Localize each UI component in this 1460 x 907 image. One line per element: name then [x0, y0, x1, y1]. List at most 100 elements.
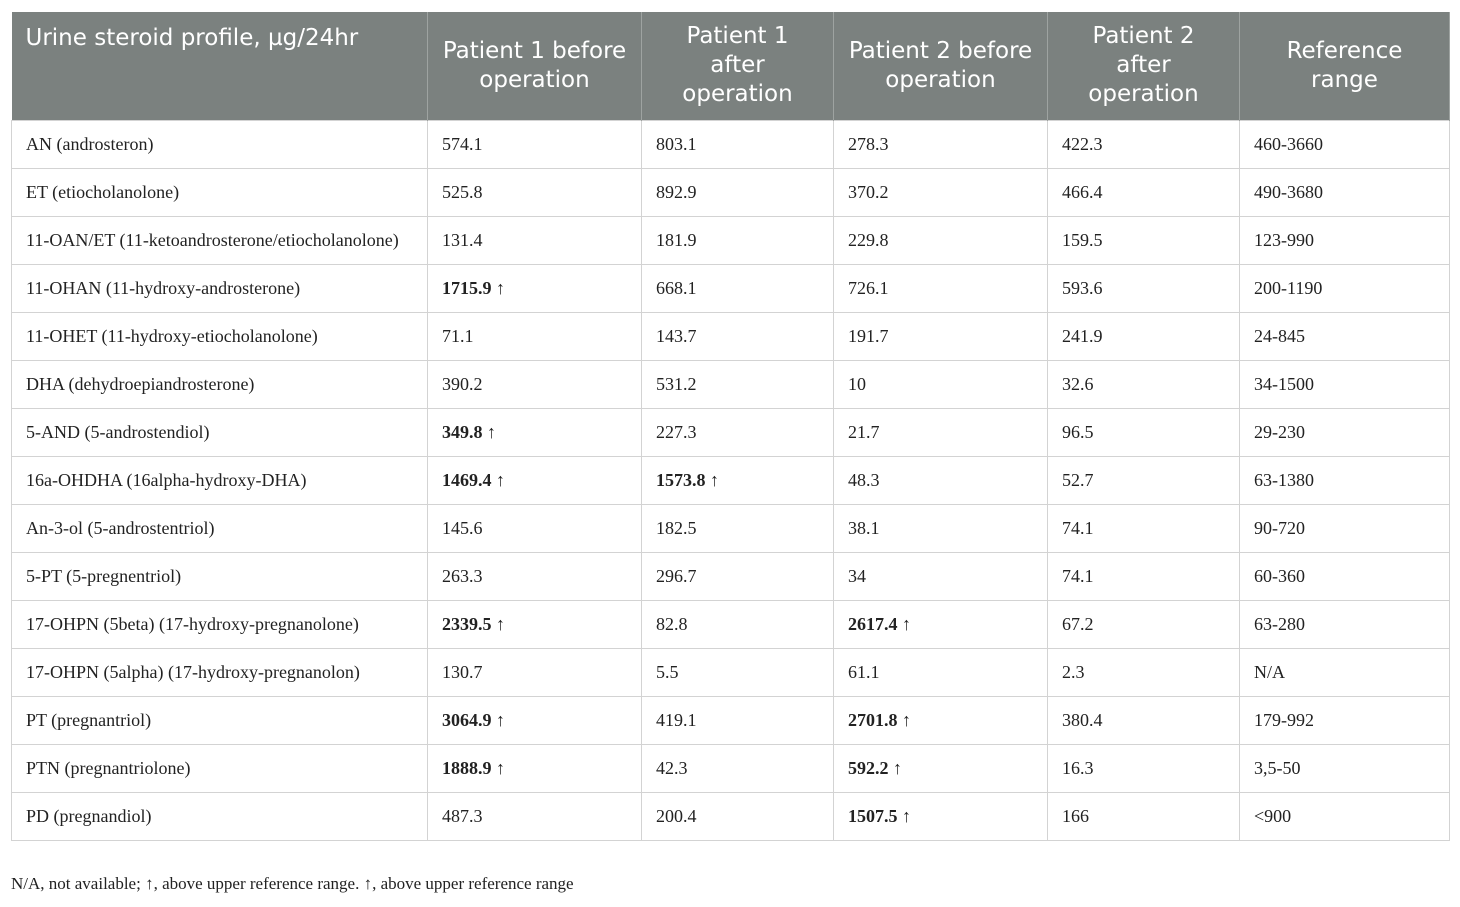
header-row: Urine steroid profile, µg/24hr Patient 1 … [11, 12, 1450, 120]
table-cell: 296.7 [641, 551, 834, 601]
footnote: N/A, not available; ↑, above upper refer… [11, 874, 574, 893]
table-cell: 74.1 [1047, 551, 1240, 601]
table-cell: 2617.4 ↑ [833, 599, 1048, 649]
table-cell: 17-OHPN (5alpha) (17-hydroxy-pregnanolon… [11, 647, 428, 697]
table-row: 5-AND (5-androstendiol) 349.8 ↑ 227.3 21.7 9… [11, 407, 1450, 457]
table-cell: 490-3680 [1239, 167, 1450, 217]
table-cell: 63-1380 [1239, 455, 1450, 505]
table-cell: 143.7 [641, 311, 834, 361]
table-cell: 241.9 [1047, 311, 1240, 361]
table-cell: 17-OHPN (5beta) (17-hydroxy-pregnanolone… [11, 599, 428, 649]
table-cell: 179-992 [1239, 695, 1450, 745]
table-cell: 52.7 [1047, 455, 1240, 505]
table-cell: 419.1 [641, 695, 834, 745]
table-cell: 803.1 [641, 119, 834, 169]
table-cell: 263.3 [427, 551, 642, 601]
table-cell: 74.1 [1047, 503, 1240, 553]
table-cell: 21.7 [833, 407, 1048, 457]
table-cell: 82.8 [641, 599, 834, 649]
table-cell: 159.5 [1047, 215, 1240, 265]
table-cell: 370.2 [833, 167, 1048, 217]
table-cell: 422.3 [1047, 119, 1240, 169]
column-header: Reference range [1239, 12, 1450, 120]
table-cell: 63-280 [1239, 599, 1450, 649]
table-cell: An-3-ol (5-androstentriol) [11, 503, 428, 553]
table-cell: 61.1 [833, 647, 1048, 697]
table-cell: 71.1 [427, 311, 642, 361]
table-cell: 11-OAN/ET (11-ketoandrosterone/etiochola… [11, 215, 428, 265]
table-cell: 200.4 [641, 791, 834, 841]
table-cell: 34 [833, 551, 1048, 601]
table-cell: 48.3 [833, 455, 1048, 505]
table-cell: 5.5 [641, 647, 834, 697]
table-cell: 460-3660 [1239, 119, 1450, 169]
table-cell: 16.3 [1047, 743, 1240, 793]
table-cell: 574.1 [427, 119, 642, 169]
table-cell: 10 [833, 359, 1048, 409]
table-cell: PTN (pregnantriolone) [11, 743, 428, 793]
table-cell: 227.3 [641, 407, 834, 457]
table-cell: 130.7 [427, 647, 642, 697]
table-row: 16a-OHDHA (16alpha-hydroxy-DHA) 1469.4 ↑ 1… [11, 455, 1450, 505]
table-cell: 1469.4 ↑ [427, 455, 642, 505]
table-cell: 24-845 [1239, 311, 1450, 361]
table-cell: 131.4 [427, 215, 642, 265]
table-cell: 60-360 [1239, 551, 1450, 601]
table-cell: 525.8 [427, 167, 642, 217]
column-header: Patient 2 after operation [1047, 12, 1240, 120]
table-cell: 32.6 [1047, 359, 1240, 409]
table-cell: 67.2 [1047, 599, 1240, 649]
table-row: 17-OHPN (5beta) (17-hydroxy-pregnanolone… [11, 599, 1450, 649]
table-cell: 166 [1047, 791, 1240, 841]
table-row: 11-OHAN (11-hydroxy-androsterone) 1715.9 … [11, 263, 1450, 313]
table-row: AN (androsteron) 574.1 803.1 278.3 422.3 460-… [11, 119, 1450, 169]
column-header: Patient 1 after operation [641, 12, 834, 120]
table-row: ET (etiocholanolone) 525.8 892.9 370.2 466.4… [11, 167, 1450, 217]
table-cell: 487.3 [427, 791, 642, 841]
table-cell: 145.6 [427, 503, 642, 553]
table-cell: 229.8 [833, 215, 1048, 265]
table-cell: 11-OHAN (11-hydroxy-androsterone) [11, 263, 428, 313]
table-cell: 182.5 [641, 503, 834, 553]
table-cell: AN (androsteron) [11, 119, 428, 169]
table-body: AN (androsteron) 574.1 803.1 278.3 422.3 460-… [11, 119, 1450, 841]
table-cell: 1573.8 ↑ [641, 455, 834, 505]
table-cell: ET (etiocholanolone) [11, 167, 428, 217]
table-row: PTN (pregnantriolone) 1888.9 ↑ 42.3 592.2 ↑… [11, 743, 1450, 793]
table-cell: 38.1 [833, 503, 1048, 553]
table-cell: 5-PT (5-pregnentriol) [11, 551, 428, 601]
table-cell: 90-720 [1239, 503, 1450, 553]
table-cell: 96.5 [1047, 407, 1240, 457]
column-header: Patient 2 before operation [833, 12, 1048, 120]
table-cell: 181.9 [641, 215, 834, 265]
table-cell: 200-1190 [1239, 263, 1450, 313]
table-cell: 2.3 [1047, 647, 1240, 697]
table-cell: <900 [1239, 791, 1450, 841]
table-cell: N/A [1239, 647, 1450, 697]
table-cell: 592.2 ↑ [833, 743, 1048, 793]
table-cell: 390.2 [427, 359, 642, 409]
table-cell: 11-OHET (11-hydroxy-etiocholanolone) [11, 311, 428, 361]
table-cell: 34-1500 [1239, 359, 1450, 409]
table-cell: DHA (dehydroepiandrosterone) [11, 359, 428, 409]
table-row: 11-OAN/ET (11-ketoandrosterone/etiochola… [11, 215, 1450, 265]
table-row: PT (pregnantriol) 3064.9 ↑ 419.1 2701.8 ↑ 38… [11, 695, 1450, 745]
table-cell: 3064.9 ↑ [427, 695, 642, 745]
table-cell: 1507.5 ↑ [833, 791, 1048, 841]
table-cell: 1715.9 ↑ [427, 263, 642, 313]
table-cell: 29-230 [1239, 407, 1450, 457]
table-cell: 191.7 [833, 311, 1048, 361]
table-cell: 466.4 [1047, 167, 1240, 217]
table-row: An-3-ol (5-androstentriol) 145.6 182.5 38.1… [11, 503, 1450, 553]
table-row: 17-OHPN (5alpha) (17-hydroxy-pregnanolon… [11, 647, 1450, 697]
table-cell: 668.1 [641, 263, 834, 313]
table-cell: 892.9 [641, 167, 834, 217]
table-cell: 593.6 [1047, 263, 1240, 313]
column-header: Urine steroid profile, µg/24hr [11, 12, 428, 120]
table-row: 11-OHET (11-hydroxy-etiocholanolone) 71.1… [11, 311, 1450, 361]
table-cell: 278.3 [833, 119, 1048, 169]
table-cell: 42.3 [641, 743, 834, 793]
table-cell: 531.2 [641, 359, 834, 409]
table-cell: PT (pregnantriol) [11, 695, 428, 745]
